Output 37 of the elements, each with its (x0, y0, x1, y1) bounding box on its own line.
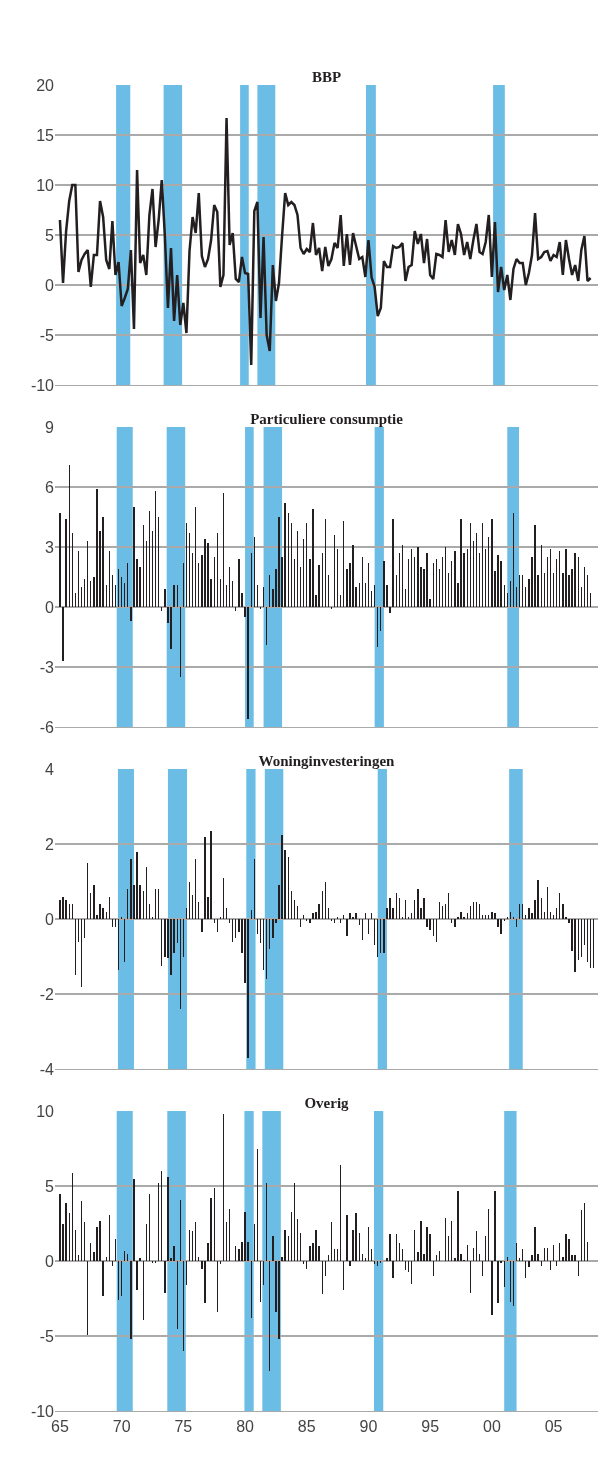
chart-title: BBP (311, 69, 342, 86)
y-tick-label: 0 (45, 276, 55, 294)
y-tick-label: -2 (39, 985, 55, 1003)
x-tick-label: 00 (482, 1417, 501, 1435)
x-tick-label: 90 (359, 1417, 378, 1435)
y-tick-label: -5 (39, 326, 55, 344)
x-tick-label: 85 (297, 1417, 316, 1435)
y-tick-label: -6 (39, 718, 55, 736)
x-tick-label: 65 (51, 1417, 69, 1435)
y-tick-label: -10 (30, 1402, 55, 1420)
x-tick-label: 75 (174, 1417, 193, 1435)
x-tick-label: 95 (421, 1417, 440, 1435)
x-tick-label: 80 (236, 1417, 255, 1435)
line-series (58, 116, 592, 367)
chart-title: Particuliere consumptie (250, 411, 404, 428)
y-tick-label: 20 (36, 76, 55, 94)
y-tick-label: -10 (30, 376, 55, 394)
y-tick-label: 10 (36, 1102, 55, 1120)
x-tick-label: 70 (112, 1417, 131, 1435)
y-tick-label: 5 (45, 1177, 55, 1195)
y-tick-label: 2 (45, 835, 55, 853)
y-tick-label: 15 (36, 126, 55, 144)
chart-title: Overig (304, 1095, 350, 1112)
y-tick-label: -5 (39, 1327, 55, 1345)
y-tick-label: 9 (45, 418, 55, 436)
y-tick-label: 0 (45, 910, 55, 928)
y-tick-label: 0 (45, 598, 55, 616)
y-tick-label: 0 (45, 1252, 55, 1270)
chart-title: Woninginvesteringen (258, 753, 396, 770)
y-tick-label: -4 (39, 1060, 55, 1078)
x-tick-label: 05 (544, 1417, 563, 1435)
y-tick-label: -3 (39, 658, 55, 676)
y-tick-label: 10 (36, 176, 55, 194)
y-tick-label: 4 (45, 760, 55, 778)
y-tick-label: 3 (45, 538, 55, 556)
y-tick-label: 6 (45, 478, 55, 496)
y-tick-label: 5 (45, 226, 55, 244)
